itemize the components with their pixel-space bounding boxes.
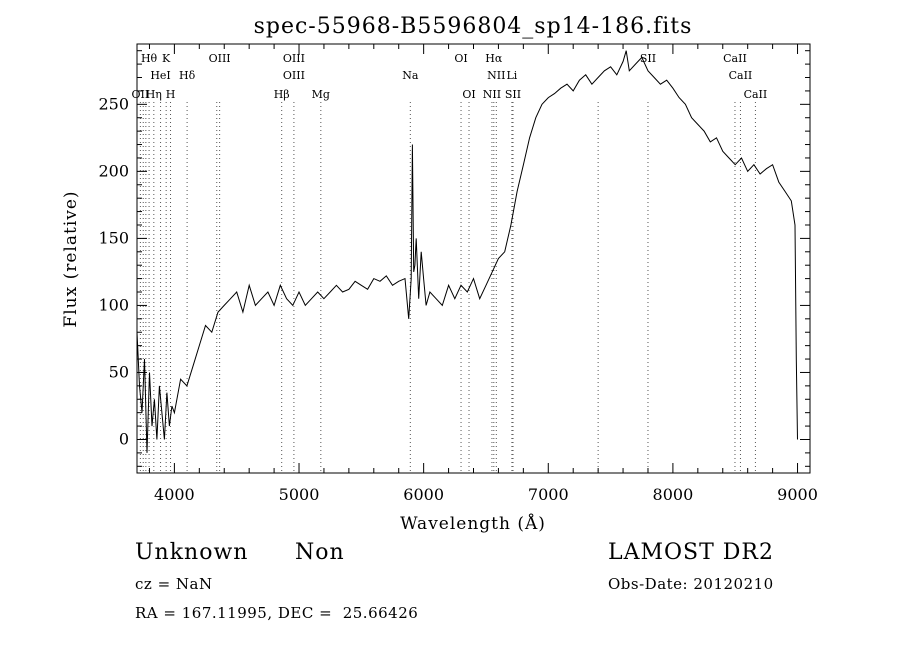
emission-line-label: NII [483,88,501,101]
emission-line-label: OI [454,52,467,65]
x-tick-label: 5000 [279,485,320,504]
object-subclass: Non [295,540,345,565]
emission-line-label: OII [132,88,150,101]
emission-line-label: CaII [744,88,768,101]
emission-line-label: H [166,88,176,101]
emission-line-label: CaII [723,52,747,65]
emission-line-label: Hδ [179,69,196,82]
emission-line-label: K [162,52,171,65]
emission-line-label: Li [506,69,517,82]
emission-line-label: OIII [283,52,305,65]
x-tick-label: 4000 [154,485,195,504]
emission-line-label: HeI [150,69,170,82]
x-axis: 4000 5000 6000 7000 8000 9000 [148,44,818,504]
obs-date: Obs-Date: 20120210 [608,575,774,593]
y-tick-label: 250 [98,94,129,113]
chart-title: spec-55968-B5596804_sp14-186.fits [254,14,693,39]
emission-line-label: Hβ [274,88,290,101]
y-tick-label: 0 [119,429,129,448]
emission-line-label: Hη [146,88,162,101]
x-tick-label: 7000 [528,485,569,504]
y-axis-label: Flux (relative) [61,190,81,327]
spectrum-line [136,50,798,453]
emission-line-label: Hα [485,52,503,65]
coordinates: RA = 167.11995, DEC = 25.66426 [135,604,419,622]
emission-line-label: SII [505,88,521,101]
emission-line-label: Hθ [141,52,158,65]
y-axis: 0 50 100 150 200 250 [98,50,810,467]
redshift-cz: cz = NaN [135,575,213,593]
plot-frame [136,43,811,474]
emission-line-label: Mg [312,88,330,101]
emission-line-label: Na [402,69,419,82]
y-tick-label: 150 [98,228,129,247]
x-axis-label: Wavelength (Å) [400,513,546,534]
emission-line-label: OI [462,88,475,101]
survey-name: LAMOST DR2 [608,540,774,565]
y-tick-label: 200 [98,161,129,180]
emission-line-label: OIII [283,69,305,82]
x-tick-label: 9000 [777,485,818,504]
spectrum-chart: spec-55968-B5596804_sp14-186.fits Hθ K OII… [61,14,818,534]
y-tick-label: 50 [109,362,129,381]
object-class: Unknown [135,540,249,565]
emission-line-label: NII [487,69,505,82]
x-tick-label: 8000 [653,485,694,504]
emission-line-label: OIII [209,52,231,65]
y-tick-label: 100 [98,295,129,314]
x-tick-label: 6000 [403,485,444,504]
emission-line-label: CaII [729,69,753,82]
